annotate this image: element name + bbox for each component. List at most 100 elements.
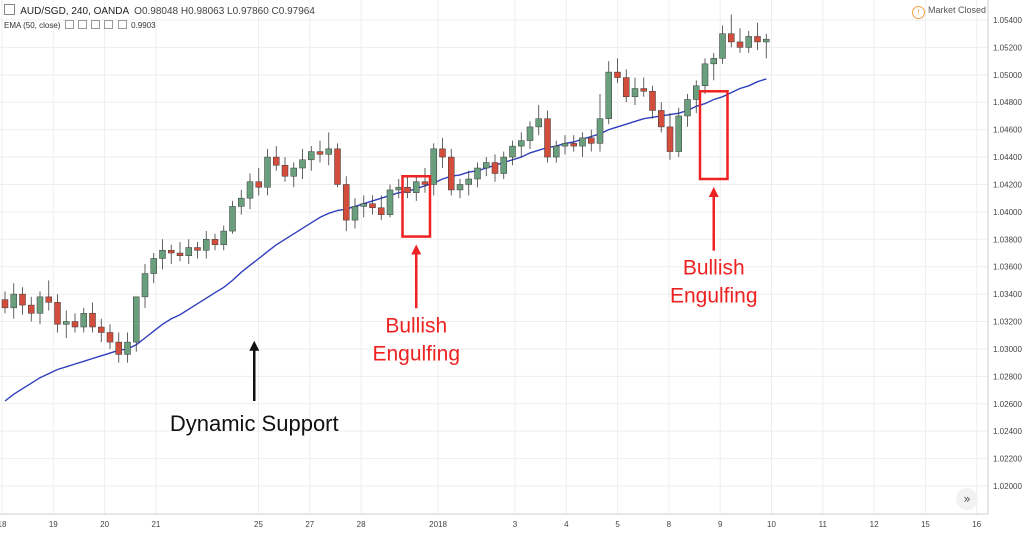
bear-candle xyxy=(623,77,630,98)
y-tick-label: 1.02000 xyxy=(993,482,1022,491)
bull-candle xyxy=(553,145,560,158)
collapse-icon[interactable] xyxy=(4,4,15,15)
bear-candle xyxy=(19,293,26,306)
x-tick-label: 3 xyxy=(513,520,518,529)
bull-candle xyxy=(308,151,315,161)
y-tick-label: 1.02600 xyxy=(993,400,1022,409)
y-tick-label: 1.03600 xyxy=(993,263,1022,272)
y-tick-label: 1.04000 xyxy=(993,208,1022,217)
price-axis-bg xyxy=(988,0,1024,534)
bull-candle xyxy=(430,148,437,185)
ema-visibility-icon[interactable] xyxy=(77,20,87,29)
y-tick-label: 1.02200 xyxy=(993,455,1022,464)
bull-candle xyxy=(351,206,359,221)
symbol-label: AUD/SGD, 240, OANDA xyxy=(20,6,129,17)
info-icon[interactable]: ! xyxy=(911,6,925,19)
bull-candle xyxy=(413,181,420,193)
bear-candle xyxy=(491,162,499,174)
annotation-label: Dynamic Support xyxy=(170,411,339,436)
x-tick-label: 25 xyxy=(254,520,263,529)
bull-candle xyxy=(150,258,157,274)
annotation-label: Bullish xyxy=(683,257,745,280)
price-axis: 1.05400 1.05200 1.05000 1.04800 1.04600 1.044… xyxy=(987,0,1024,534)
bear-candle xyxy=(754,36,761,43)
x-tick-label: 20 xyxy=(100,520,109,529)
bear-candle xyxy=(544,118,551,158)
bull-candle xyxy=(185,247,192,256)
ema-label[interactable]: EMA (50, close) xyxy=(4,21,61,30)
bear-candle xyxy=(658,110,665,128)
bear-candle xyxy=(194,247,201,251)
bear-candle xyxy=(666,126,674,152)
bear-candle xyxy=(28,304,35,314)
bull-candle xyxy=(579,137,586,147)
ema-more-icon[interactable] xyxy=(117,20,127,29)
double-chevron-right-icon[interactable]: » xyxy=(956,488,978,510)
y-tick-label: 1.05200 xyxy=(993,43,1022,52)
x-tick-label: 2018 xyxy=(429,520,447,529)
time-axis: 18 19 20 21 25 27 28 2018 3 4 5 8 9 10 11 12 15 16 xyxy=(0,513,988,529)
bear-candle xyxy=(89,313,96,328)
bull-candle xyxy=(386,189,394,215)
bull-candle xyxy=(36,296,44,314)
bull-candle xyxy=(80,313,87,328)
ema-layer xyxy=(4,78,767,402)
bull-candle xyxy=(456,184,464,191)
annotation-label: Engulfing xyxy=(372,342,460,365)
grid xyxy=(0,0,988,514)
bear-candle xyxy=(736,41,744,48)
engulfing-highlight-box xyxy=(698,90,729,181)
open-value: O0.98048 xyxy=(134,6,179,17)
x-tick-label: 15 xyxy=(921,520,930,529)
bull-candle xyxy=(238,197,245,207)
ema-format-icon[interactable] xyxy=(91,20,101,29)
bull-candle xyxy=(203,239,210,251)
bear-candle xyxy=(71,321,79,328)
x-tick-label: 28 xyxy=(357,520,366,529)
y-tick-label: 1.04400 xyxy=(993,153,1022,162)
x-tick-label: 12 xyxy=(870,520,879,529)
y-tick-label: 1.02400 xyxy=(993,427,1022,436)
y-tick-label: 1.04200 xyxy=(993,180,1022,189)
bull-candle xyxy=(675,115,682,152)
bull-candle xyxy=(395,186,402,191)
bull-candle xyxy=(474,167,481,180)
bull-candle xyxy=(124,341,131,355)
y-tick-label: 1.02800 xyxy=(993,372,1022,381)
ema-settings-icon[interactable] xyxy=(64,20,74,29)
annotations: Bullish Engulfing Bullish Engulfing Dynamic … xyxy=(170,90,758,436)
bear-candle xyxy=(439,148,446,158)
bear-candle xyxy=(273,156,280,166)
bear-candle xyxy=(378,207,385,215)
bull-candle xyxy=(246,181,254,199)
ema-remove-icon[interactable] xyxy=(104,20,114,29)
y-tick-label: 1.04600 xyxy=(993,126,1022,135)
annotation-label: Bullish xyxy=(385,314,447,337)
bull-candle xyxy=(360,203,367,207)
x-tick-label: 10 xyxy=(767,520,776,529)
bear-candle xyxy=(404,186,411,193)
bull-candle xyxy=(159,250,166,259)
market-status: ! Market Closed xyxy=(911,5,986,19)
y-tick-label: 1.05400 xyxy=(993,16,1022,25)
bull-candle xyxy=(518,140,525,147)
market-status-label: Market Closed xyxy=(927,5,986,15)
bear-candle xyxy=(334,148,341,185)
bull-candle xyxy=(500,156,507,174)
x-tick-label: 5 xyxy=(615,520,620,529)
bear-candle xyxy=(168,250,175,254)
y-tick-label: 1.03000 xyxy=(993,345,1022,354)
bear-candle xyxy=(106,332,114,343)
bull-candle xyxy=(684,99,691,117)
y-tick-label: 1.03200 xyxy=(993,318,1022,327)
ema-value: 0.9903 xyxy=(131,21,156,30)
bull-candle xyxy=(63,321,70,325)
bear-candle xyxy=(649,91,656,111)
bull-candle xyxy=(465,178,472,185)
x-tick-label: 11 xyxy=(819,520,828,529)
low-value: L0.97860 xyxy=(227,6,269,17)
bull-candle xyxy=(220,230,227,246)
bull-candle xyxy=(526,126,534,141)
